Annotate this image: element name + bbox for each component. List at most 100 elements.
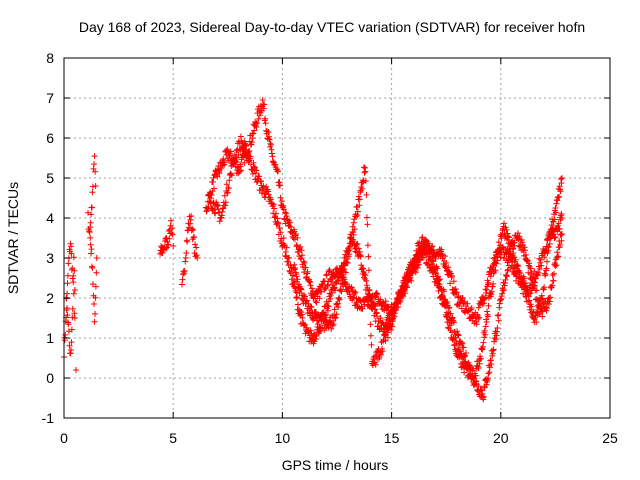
data-point-s0-g8-556 — [473, 378, 480, 385]
data-point-s0-g7-64 — [234, 164, 241, 171]
data-point-s0-g9-476 — [518, 273, 525, 280]
data-point-s0-g6-20 — [189, 225, 196, 232]
data-point-s0-g8-55 — [232, 158, 239, 165]
data-point-s0-g9-498 — [528, 303, 535, 310]
data-point-s0-g8-155 — [280, 234, 287, 241]
data-point-s0-g8-255 — [328, 289, 335, 296]
data-point-s0-g9-143 — [359, 185, 366, 192]
data-point-s0-g7-98 — [251, 127, 258, 134]
data-point-s0-g1-16 — [70, 254, 77, 261]
data-point-s0-g9-159 — [366, 303, 373, 310]
data-point-s0-g3-15 — [92, 294, 99, 301]
data-point-s0-g9-356 — [461, 369, 468, 376]
data-point-s0-g9-508 — [533, 319, 540, 326]
data-point-s0-g9-482 — [521, 280, 528, 287]
data-point-s0-g7-185 — [292, 231, 299, 238]
data-point-s0-g6-6 — [182, 258, 189, 265]
data-point-s0-g9-549 — [552, 209, 559, 216]
data-point-s0-g8-139 — [273, 210, 280, 217]
data-point-s0-g8-729 — [555, 253, 562, 260]
data-point-s0-g8-34 — [221, 192, 228, 199]
data-point-s0-g7-93 — [248, 139, 255, 146]
data-point-s0-g7-201 — [300, 258, 307, 265]
data-point-s0-g3-2 — [86, 228, 93, 235]
data-point-s0-g8-48 — [228, 172, 235, 179]
data-point-s0-g8-670 — [527, 274, 534, 281]
data-point-s0-g8-135 — [271, 205, 278, 212]
data-point-s0-g1-3 — [64, 312, 71, 319]
data-point-s0-g7-241 — [319, 281, 326, 288]
data-point-s0-g9-84 — [330, 321, 337, 328]
data-point-s0-g9-432 — [497, 242, 504, 249]
data-point-s0-g9-334 — [450, 334, 457, 341]
data-point-s0-g7-488 — [439, 251, 445, 258]
data-point-s0-g8-315 — [357, 253, 364, 260]
data-point-s0-g8-671 — [527, 265, 534, 272]
data-point-s0-g3-4 — [87, 234, 94, 241]
data-point-s0-g9-96 — [336, 296, 343, 303]
data-point-s0-g9-427 — [494, 253, 501, 260]
data-point-s0-g8-720 — [550, 270, 557, 277]
x-tick-label-4: 20 — [493, 430, 509, 446]
data-point-s0-g7-360 — [377, 296, 384, 303]
data-point-s0-g8-98 — [253, 167, 260, 174]
data-point-s0-g8-35 — [222, 202, 229, 209]
data-point-s0-g9-79 — [328, 325, 335, 332]
data-point-s0-g7-736 — [556, 225, 563, 232]
data-point-s0-g9-448 — [505, 233, 512, 240]
data-point-s0-g9-310 — [439, 292, 446, 299]
data-point-s0-g7-305 — [350, 294, 357, 301]
data-point-s0-g9-106 — [341, 266, 348, 273]
data-point-s0-g9-22 — [300, 291, 307, 298]
data-point-s0-g8-726 — [553, 254, 560, 261]
data-point-s0-g8-248 — [325, 303, 332, 310]
data-point-s0-g1-18 — [71, 287, 78, 293]
data-point-s0-g9-28 — [303, 297, 310, 304]
data-point-s0-g9-421 — [492, 257, 499, 263]
data-point-s0-g8-57 — [233, 147, 240, 154]
data-point-s0-g9-115 — [345, 253, 352, 260]
data-point-s0-g8-328 — [363, 282, 370, 289]
data-point-s0-g9-7 — [293, 273, 300, 280]
data-point-s0-g9-185 — [379, 348, 386, 355]
data-point-s0-g8-24 — [216, 218, 223, 225]
data-point-s0-g8-723 — [552, 263, 559, 270]
data-point-s0-g1-11 — [68, 339, 75, 346]
x-tick-label-3: 15 — [384, 430, 400, 446]
data-point-s0-g0-8 — [64, 280, 71, 287]
data-point-s0-g8-620 — [503, 272, 510, 279]
y-tick-label-6: 5 — [46, 170, 54, 186]
data-point-s0-g8-92 — [250, 159, 257, 166]
data-point-s0-g7-586 — [485, 279, 492, 286]
data-point-s0-g7-50 — [227, 148, 234, 155]
data-point-s0-g8-659 — [521, 247, 528, 254]
data-point-s0-g8-306 — [353, 241, 360, 248]
data-point-s0-g7-78 — [241, 159, 248, 166]
data-point-s0-g4-1 — [87, 219, 94, 226]
data-point-s0-g9-94 — [335, 295, 342, 302]
data-point-s0-g7-691 — [535, 269, 542, 276]
data-point-s0-g8-19 — [214, 203, 221, 210]
data-point-s0-g9-341 — [454, 345, 461, 352]
data-point-s0-g7-177 — [288, 230, 295, 237]
data-point-s0-g8-161 — [283, 244, 290, 251]
data-point-s0-g8-588 — [488, 361, 495, 368]
data-point-s0-g6-10 — [184, 238, 191, 245]
data-point-s0-g9-291 — [430, 273, 437, 280]
y-tick-label-2: 1 — [46, 330, 54, 346]
data-point-s0-g9-424 — [493, 260, 500, 267]
data-point-s0-g9-295 — [432, 267, 439, 274]
data-point-s0-g3-16 — [92, 283, 99, 290]
data-point-s0-g9-38 — [308, 304, 315, 311]
data-point-s0-g9-388 — [476, 360, 483, 367]
data-point-s0-g0-3 — [62, 331, 69, 338]
data-point-s0-g8-91 — [250, 170, 256, 177]
data-point-s0-g8-38 — [223, 181, 230, 188]
data-point-s0-g7-715 — [546, 240, 553, 247]
data-point-s0-g7-43 — [224, 146, 231, 153]
data-point-s0-g9-127 — [351, 226, 358, 233]
data-point-s0-g7-333 — [364, 297, 371, 304]
data-point-s0-g7-191 — [295, 246, 302, 253]
data-point-s0-g7-203 — [301, 259, 308, 266]
data-point-s0-g9-491 — [525, 290, 532, 297]
